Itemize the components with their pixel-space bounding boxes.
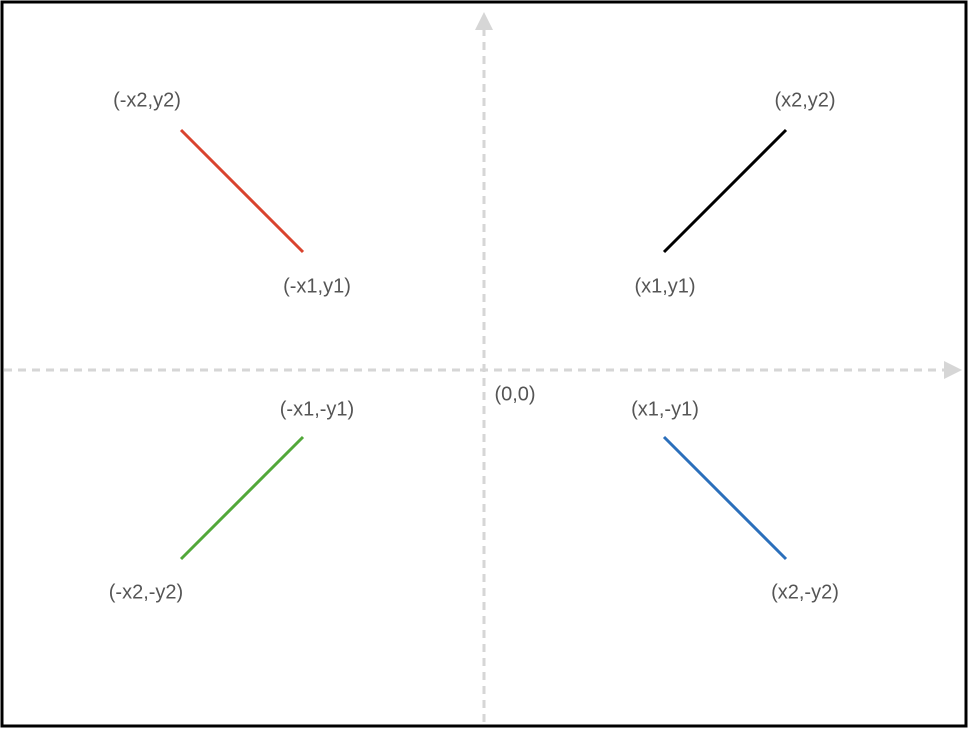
point-label: (-x1,-y1) bbox=[280, 398, 354, 420]
point-label: (-x2,-y2) bbox=[109, 581, 183, 603]
y-axis-arrow bbox=[475, 12, 493, 30]
point-label: (-x2,y2) bbox=[113, 89, 181, 111]
segment-q1 bbox=[662, 128, 788, 254]
point-label: (-x1,y1) bbox=[283, 275, 351, 297]
point-label: (x2,y2) bbox=[774, 89, 835, 111]
segment-q2 bbox=[179, 128, 305, 254]
point-label: (x1,y1) bbox=[634, 275, 695, 297]
point-label: (x1,-y1) bbox=[631, 398, 699, 420]
segment-q3 bbox=[179, 435, 305, 561]
segment-q4 bbox=[662, 435, 788, 561]
origin-label: (0,0) bbox=[494, 383, 535, 405]
x-axis-arrow bbox=[944, 361, 962, 379]
point-label: (x2,-y2) bbox=[771, 581, 839, 603]
